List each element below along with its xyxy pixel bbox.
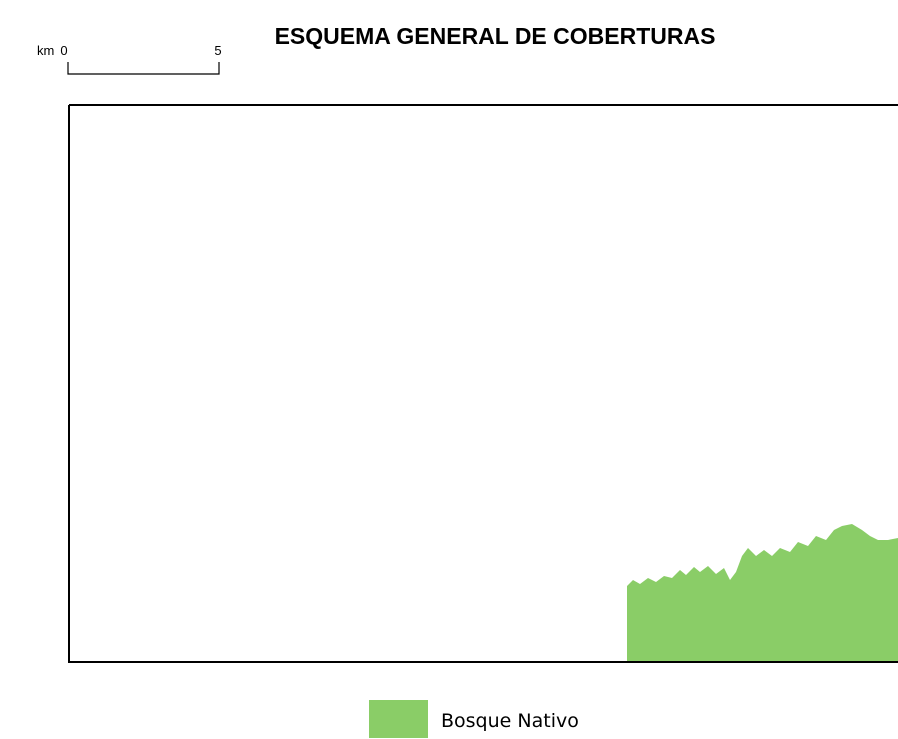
forest-area (627, 524, 898, 662)
legend: Bosque Nativo (369, 700, 579, 738)
scale-line (67, 62, 220, 75)
legend-label: Bosque Nativo (441, 710, 579, 732)
scale-bar: km 0 5 (37, 43, 222, 75)
scale-label: 0 (60, 43, 67, 58)
map-title: ESQUEMA GENERAL DE COBERTURAS (275, 23, 716, 49)
map-frame (68, 104, 898, 663)
legend-swatch (369, 700, 428, 738)
scale-unit: km (37, 43, 54, 58)
scale-label: 5 (214, 43, 221, 58)
